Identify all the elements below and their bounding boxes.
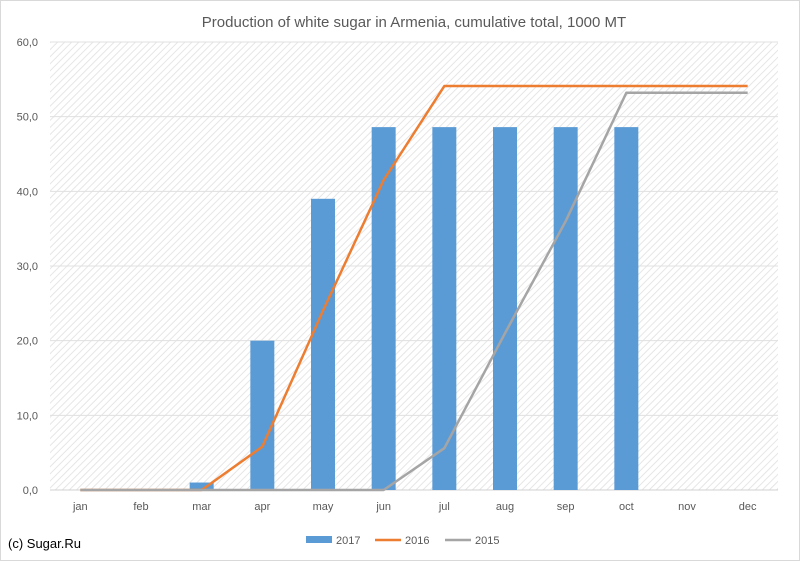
x-tick-label: sep	[557, 501, 575, 513]
y-tick-label: 10,0	[17, 410, 38, 422]
x-tick-label: jul	[438, 501, 450, 513]
legend-label-2016: 2016	[405, 535, 429, 547]
x-tick-label: apr	[254, 501, 270, 513]
bar-2017-jun	[371, 127, 396, 491]
chart-title: Production of white sugar in Armenia, cu…	[202, 14, 626, 31]
x-tick-label: oct	[619, 501, 634, 513]
x-tick-label: nov	[678, 501, 696, 513]
y-tick-label: 0,0	[23, 485, 38, 497]
x-tick-label: dec	[739, 501, 757, 513]
copyright-text: (c) Sugar.Ru	[8, 536, 81, 551]
legend-label-2015: 2015	[475, 535, 499, 547]
bar-2017-apr	[250, 340, 275, 490]
bars-2017	[189, 127, 639, 491]
legend-swatch-2017	[306, 536, 332, 543]
bar-2017-jul	[432, 127, 457, 491]
x-tick-label: jan	[72, 501, 88, 513]
x-tick-label: aug	[496, 501, 514, 513]
line-2015	[80, 91, 748, 492]
y-tick-label: 40,0	[17, 186, 38, 198]
x-tick-label: mar	[192, 501, 211, 513]
y-tick-label: 20,0	[17, 336, 38, 348]
legend-label-2017: 2017	[336, 535, 360, 547]
y-axis-ticks: 0,0 10,0 20,0 30,0 40,0 50,0 60,0	[17, 37, 38, 497]
x-tick-label: jun	[375, 501, 391, 513]
x-tick-label: may	[313, 501, 334, 513]
x-axis-ticks: jan feb mar apr may jun jul aug sep oct nov dec	[72, 501, 757, 513]
y-tick-label: 30,0	[17, 261, 38, 273]
series-lines	[80, 84, 748, 492]
legend: 2017 2016 2015	[306, 535, 499, 547]
x-tick-label: feb	[133, 501, 148, 513]
bar-2017-may	[311, 198, 335, 491]
bar-2017-sep	[553, 127, 578, 491]
y-tick-label: 60,0	[17, 37, 38, 49]
bar-2017-aug	[493, 127, 517, 491]
y-tick-label: 50,0	[17, 112, 38, 124]
bar-2017-mar	[189, 482, 214, 490]
bar-2017-oct	[614, 127, 639, 491]
